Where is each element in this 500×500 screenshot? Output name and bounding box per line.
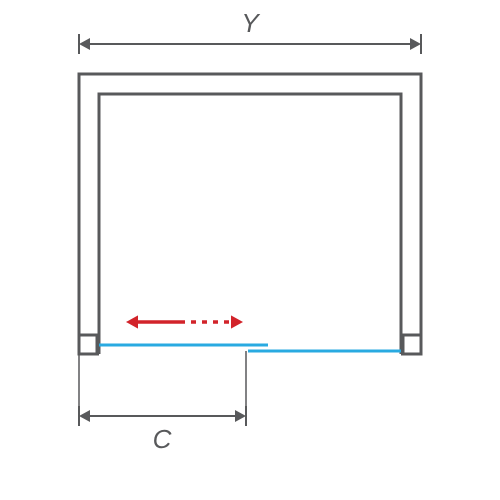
foot-right bbox=[403, 335, 421, 354]
dimension-label-c: C bbox=[153, 424, 172, 454]
foot-left bbox=[79, 335, 97, 354]
dim-arrow-right-icon bbox=[235, 410, 246, 422]
dimension-label-y: Y bbox=[241, 8, 260, 38]
dim-arrow-left-icon bbox=[79, 38, 90, 50]
enclosure-inner bbox=[99, 94, 401, 354]
dim-arrow-left-icon bbox=[79, 410, 90, 422]
motion-arrow-left-icon bbox=[126, 315, 138, 328]
motion-arrow-right-icon bbox=[231, 315, 243, 328]
dim-arrow-right-icon bbox=[410, 38, 421, 50]
enclosure-outer bbox=[79, 74, 421, 354]
diagram-canvas: YC bbox=[0, 0, 500, 500]
